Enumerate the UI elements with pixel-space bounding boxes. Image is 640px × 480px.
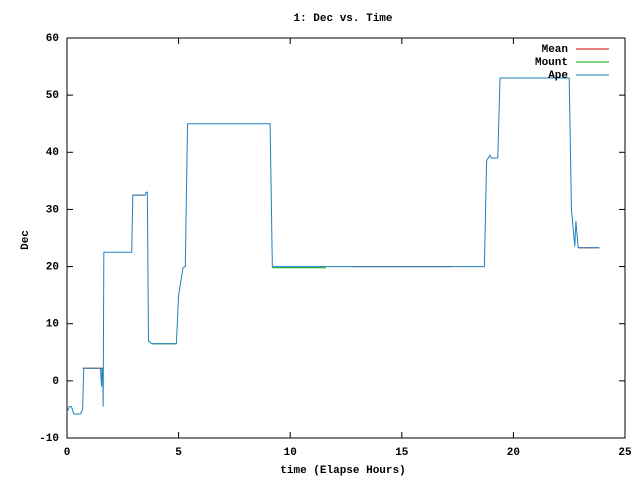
x-tick-label: 10: [284, 447, 297, 459]
y-tick-label: 40: [46, 147, 59, 159]
plot-frame: [66, 37, 626, 439]
legend-label: Mount: [535, 57, 568, 69]
x-tick-label: 25: [618, 447, 632, 459]
y-tick-label: 50: [46, 90, 59, 102]
legend-label: Ape: [548, 70, 568, 82]
data-line: [66, 77, 600, 415]
y-tick-label: 30: [46, 204, 59, 216]
x-axis-label: time (Elapse Hours): [280, 465, 405, 477]
x-tick-label: 20: [507, 447, 520, 459]
y-tick-label: 60: [46, 33, 59, 45]
y-axis-label: Dec: [20, 230, 32, 250]
y-tick-label: -10: [39, 433, 59, 445]
x-tick-label: 15: [395, 447, 409, 459]
y-tick-label: 0: [52, 376, 59, 388]
data-line: [82, 194, 600, 369]
y-tick-label: 20: [46, 261, 59, 273]
y-tick-label: 10: [46, 319, 59, 331]
x-tick-label: 0: [64, 447, 71, 459]
chart-title: 1: Dec vs. Time: [293, 13, 392, 25]
legend-label: Mean: [542, 44, 568, 56]
x-tick-label: 5: [175, 447, 182, 459]
data-line: [73, 267, 326, 415]
